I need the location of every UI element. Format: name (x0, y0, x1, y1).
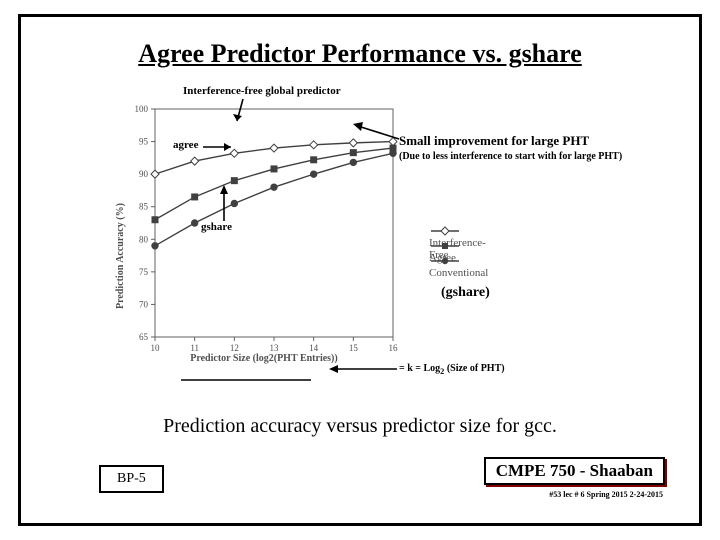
svg-text:16: 16 (389, 343, 399, 353)
svg-text:90: 90 (139, 169, 149, 179)
svg-text:14: 14 (309, 343, 319, 353)
svg-text:95: 95 (139, 137, 149, 147)
svg-text:12: 12 (230, 343, 239, 353)
legend-conventional: Conventional (429, 267, 488, 279)
svg-text:70: 70 (139, 299, 149, 309)
svg-text:11: 11 (190, 343, 199, 353)
svg-text:100: 100 (135, 104, 149, 114)
footer-course: CMPE 750 - Shaaban (484, 457, 665, 485)
label-interference-free: Interference-free global predictor (183, 85, 341, 97)
svg-text:65: 65 (139, 332, 149, 342)
caption: Prediction accuracy versus predictor siz… (21, 415, 699, 438)
arrow-k-log2 (329, 363, 397, 375)
page-title: Agree Predictor Performance vs. gshare (21, 39, 699, 69)
svg-text:13: 13 (270, 343, 280, 353)
svg-text:85: 85 (139, 202, 149, 212)
label-k-log2: = k = Log2 (Size of PHT) (399, 363, 505, 376)
svg-text:80: 80 (139, 234, 149, 244)
label-due-to: (Due to less interference to start with … (399, 151, 622, 162)
svg-text:75: 75 (139, 267, 149, 277)
label-gshare: gshare (201, 221, 232, 233)
bp-reference: BP-5 (99, 465, 164, 493)
arrow-small-improvement (353, 123, 399, 145)
arrow-interference-free (231, 99, 251, 127)
svg-text:15: 15 (349, 343, 359, 353)
arrow-gshare (217, 185, 231, 221)
underline-xlabel (181, 375, 311, 385)
y-axis-label: Prediction Accuracy (%) (115, 203, 126, 309)
legend-gshare-note: (gshare) (441, 285, 490, 301)
slide-frame: Agree Predictor Performance vs. gshare 6… (18, 14, 702, 526)
footer-course-text: CMPE 750 - Shaaban (484, 457, 665, 485)
footer-meta: #53 lec # 6 Spring 2015 2-24-2015 (549, 490, 663, 499)
label-small-improvement: Small improvement for large PHT (399, 133, 589, 149)
arrow-agree (203, 141, 239, 153)
svg-text:10: 10 (151, 343, 161, 353)
label-agree: agree (173, 139, 198, 151)
